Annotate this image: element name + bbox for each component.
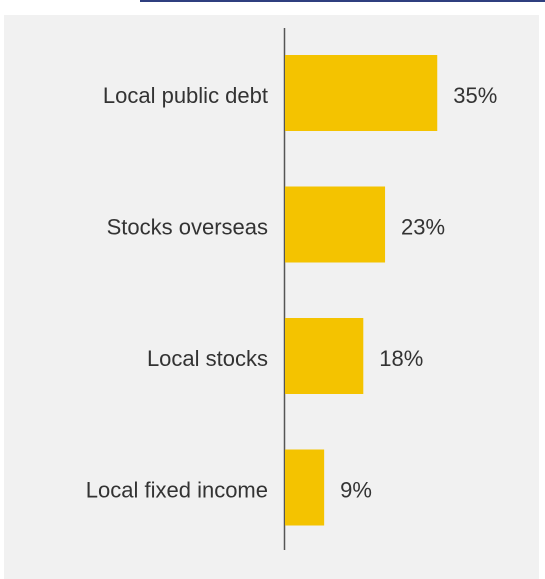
top-divider: [140, 0, 545, 2]
value-labels: 35% 23% 18% 9%: [340, 83, 497, 503]
value-label: 23%: [401, 214, 445, 239]
category-label: Local stocks: [147, 346, 268, 371]
category-label: Local fixed income: [86, 477, 268, 502]
bar: [285, 318, 364, 394]
category-label: Local public debt: [103, 83, 268, 108]
category-labels: Local public debt Stocks overseas Local …: [86, 83, 268, 503]
value-label: 18%: [379, 346, 423, 371]
bar: [285, 55, 438, 131]
chart-panel: [4, 15, 539, 579]
category-label: Stocks overseas: [107, 214, 268, 239]
bar: [285, 186, 386, 263]
value-label: 35%: [453, 83, 497, 108]
value-label: 9%: [340, 477, 372, 502]
bars: [285, 55, 438, 526]
bar: [285, 449, 325, 526]
